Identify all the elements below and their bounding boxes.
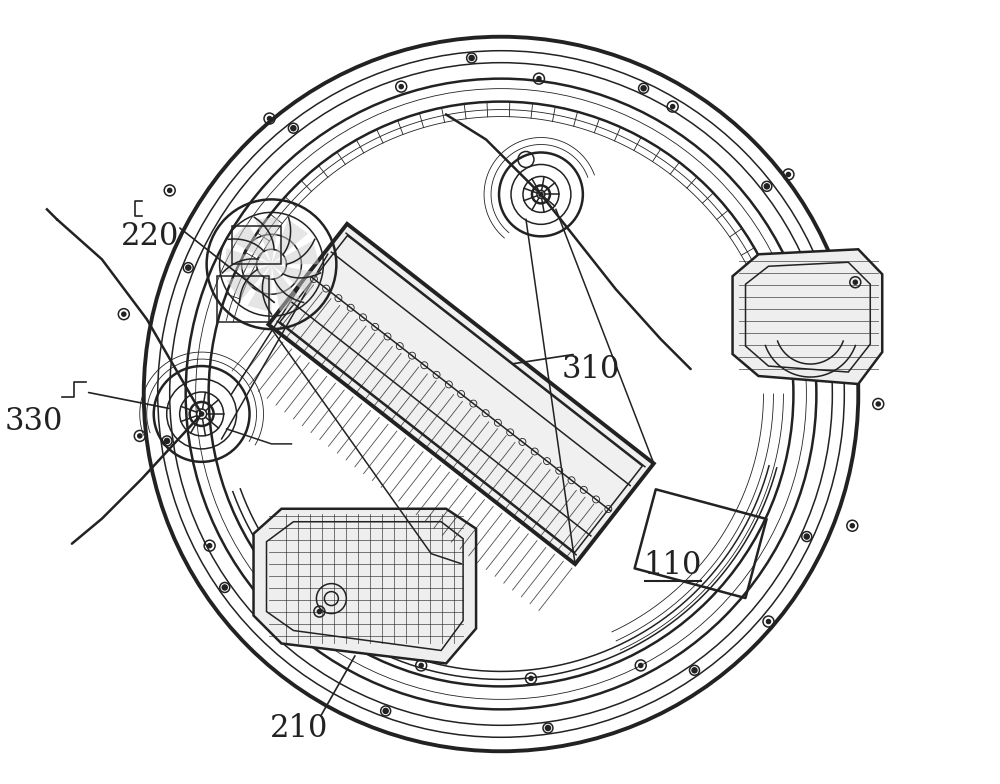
Polygon shape bbox=[230, 223, 271, 264]
Circle shape bbox=[165, 438, 169, 444]
Circle shape bbox=[469, 56, 474, 60]
Text: 220: 220 bbox=[121, 221, 179, 252]
Circle shape bbox=[850, 524, 854, 528]
Polygon shape bbox=[226, 264, 271, 301]
Circle shape bbox=[876, 402, 880, 406]
Circle shape bbox=[828, 321, 833, 326]
Polygon shape bbox=[268, 224, 654, 564]
Circle shape bbox=[168, 188, 172, 192]
Circle shape bbox=[200, 412, 204, 416]
Circle shape bbox=[764, 183, 769, 189]
Circle shape bbox=[641, 85, 646, 91]
Circle shape bbox=[419, 663, 423, 667]
Polygon shape bbox=[733, 249, 882, 384]
Text: 330: 330 bbox=[5, 406, 63, 437]
Polygon shape bbox=[271, 241, 319, 264]
Circle shape bbox=[766, 619, 770, 623]
Circle shape bbox=[208, 543, 212, 548]
Text: 110: 110 bbox=[643, 550, 702, 581]
Polygon shape bbox=[224, 248, 271, 273]
Text: 310: 310 bbox=[562, 354, 620, 384]
Circle shape bbox=[539, 192, 543, 197]
Polygon shape bbox=[248, 264, 271, 312]
Circle shape bbox=[383, 709, 388, 713]
Circle shape bbox=[291, 125, 296, 131]
Circle shape bbox=[545, 725, 550, 731]
Circle shape bbox=[529, 677, 533, 681]
Circle shape bbox=[317, 609, 321, 614]
Circle shape bbox=[186, 265, 191, 270]
Circle shape bbox=[122, 312, 126, 316]
Circle shape bbox=[671, 104, 675, 108]
Circle shape bbox=[692, 668, 697, 673]
Polygon shape bbox=[271, 220, 308, 264]
Circle shape bbox=[639, 663, 643, 667]
Polygon shape bbox=[254, 509, 476, 663]
Polygon shape bbox=[255, 217, 280, 264]
Circle shape bbox=[138, 434, 142, 438]
Circle shape bbox=[399, 85, 403, 89]
Circle shape bbox=[804, 534, 809, 539]
Circle shape bbox=[222, 585, 227, 590]
Circle shape bbox=[786, 172, 790, 176]
Circle shape bbox=[268, 117, 271, 121]
Text: 210: 210 bbox=[270, 713, 329, 744]
Circle shape bbox=[853, 280, 857, 285]
Circle shape bbox=[537, 77, 541, 81]
Polygon shape bbox=[271, 264, 319, 295]
Polygon shape bbox=[271, 264, 302, 311]
